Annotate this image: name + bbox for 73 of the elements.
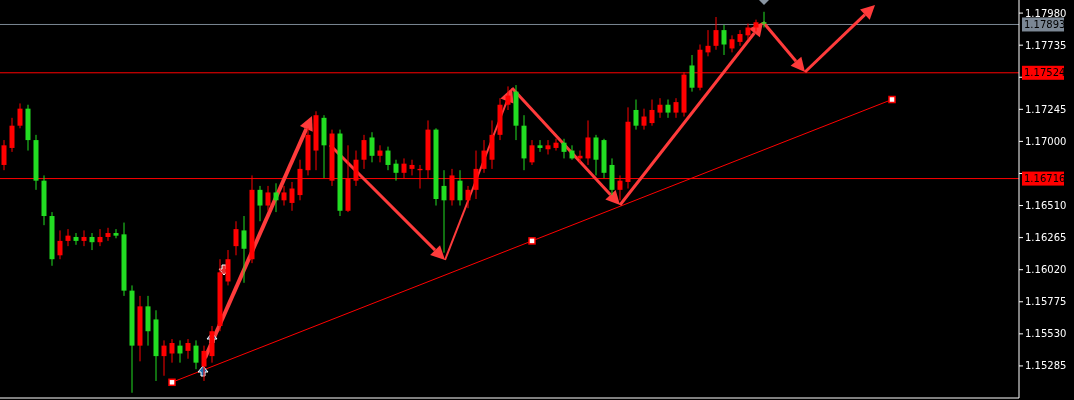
candlestick (729, 34, 735, 53)
candlestick (665, 99, 671, 119)
candlestick (97, 228, 103, 247)
candlestick (177, 339, 183, 364)
candlestick (761, 11, 767, 28)
candlestick (441, 169, 447, 254)
candlestick (73, 232, 79, 246)
y-tick-label: 1.17980 (1025, 7, 1067, 19)
candlestick (721, 24, 727, 56)
ref-line-label: 1.17524 (1024, 67, 1066, 79)
point (168, 378, 176, 387)
candlestick (105, 227, 111, 242)
candlestick (257, 185, 263, 222)
candlestick (9, 117, 15, 153)
candlestick (233, 220, 239, 256)
candlestick (361, 134, 367, 170)
candlestick (273, 182, 279, 213)
candlestick (649, 99, 655, 127)
candlestick (193, 339, 199, 370)
candlestick (545, 139, 551, 155)
point (528, 237, 536, 245)
candlestick (705, 29, 711, 57)
candlestick (457, 169, 463, 207)
candlestick (593, 134, 599, 176)
candlestick (89, 232, 95, 251)
candlestick (241, 215, 247, 284)
candlestick (265, 185, 271, 212)
candlestick (537, 139, 543, 153)
y-tick-label: 1.16020 (1025, 264, 1067, 276)
candlestick (377, 144, 383, 163)
candlestick (409, 159, 415, 176)
candlestick (17, 102, 23, 129)
ref-line-label: 1.17893 (1024, 18, 1066, 30)
candlestick (225, 249, 231, 286)
candlestick (385, 146, 391, 171)
candlestick (689, 54, 695, 93)
candlestick (369, 131, 375, 163)
candlestick (657, 97, 663, 119)
candlestick (481, 139, 487, 174)
candlestick (465, 185, 471, 209)
y-tick-label: 1.17245 (1025, 103, 1067, 115)
y-tick-label: 1.16510 (1025, 200, 1067, 212)
candlestick (673, 97, 679, 119)
candlestick (529, 139, 535, 166)
candlestick (553, 138, 559, 152)
y-tick-label: 1.15530 (1025, 328, 1067, 340)
candlestick (185, 338, 191, 360)
y-tick-label: 1.17000 (1025, 135, 1067, 147)
candlestick (737, 29, 743, 47)
candlestick (633, 99, 639, 131)
candlestick (641, 108, 647, 131)
candlestick (713, 16, 719, 51)
candlestick (569, 144, 575, 161)
candlestick (65, 228, 71, 247)
candlestick (161, 339, 167, 377)
candlestick (281, 185, 287, 207)
y-tick-label: 1.17735 (1025, 39, 1067, 51)
candlestick (113, 228, 119, 239)
candlestick (289, 181, 295, 212)
point (888, 95, 896, 104)
y-tick-label: 1.16265 (1025, 232, 1067, 244)
candlestick (169, 338, 175, 364)
candlestick (561, 138, 567, 159)
candlestick (393, 159, 399, 182)
candlestick (81, 229, 87, 247)
candlestick (753, 19, 759, 32)
candlestick (1, 139, 7, 171)
candlestick (585, 119, 591, 166)
ref-line-label: 1.16716 (1024, 173, 1066, 185)
y-tick-label: 1.15775 (1025, 296, 1067, 308)
y-tick-label: 1.15285 (1025, 360, 1067, 372)
candlestick (57, 229, 63, 260)
candlestick (505, 85, 511, 111)
